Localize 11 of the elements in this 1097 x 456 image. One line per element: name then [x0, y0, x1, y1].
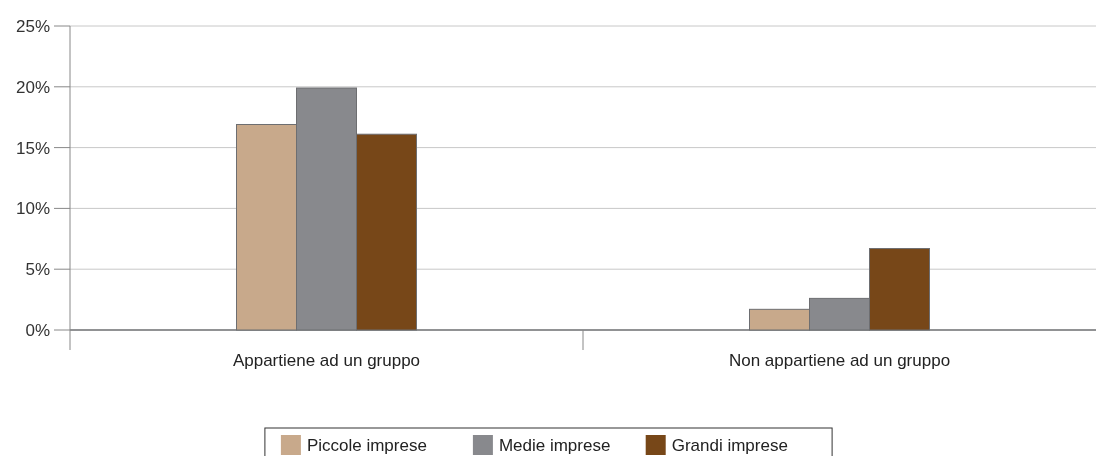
legend-label: Piccole imprese — [306, 436, 427, 455]
x-tick-label: Non appartiene ad un gruppo — [728, 351, 951, 370]
legend-label: Medie imprese — [498, 436, 611, 455]
y-tick-label: 15% — [15, 138, 50, 158]
y-tick-label: 20% — [15, 77, 50, 97]
y-tick-label: 0% — [25, 320, 50, 340]
y-tick-label: 25% — [15, 16, 50, 36]
x-tick-label: Appartiene ad un gruppo — [232, 351, 421, 370]
y-tick-label: 5% — [25, 260, 50, 280]
legend-label: Grandi imprese — [671, 436, 788, 455]
y-tick-label: 10% — [15, 199, 50, 219]
